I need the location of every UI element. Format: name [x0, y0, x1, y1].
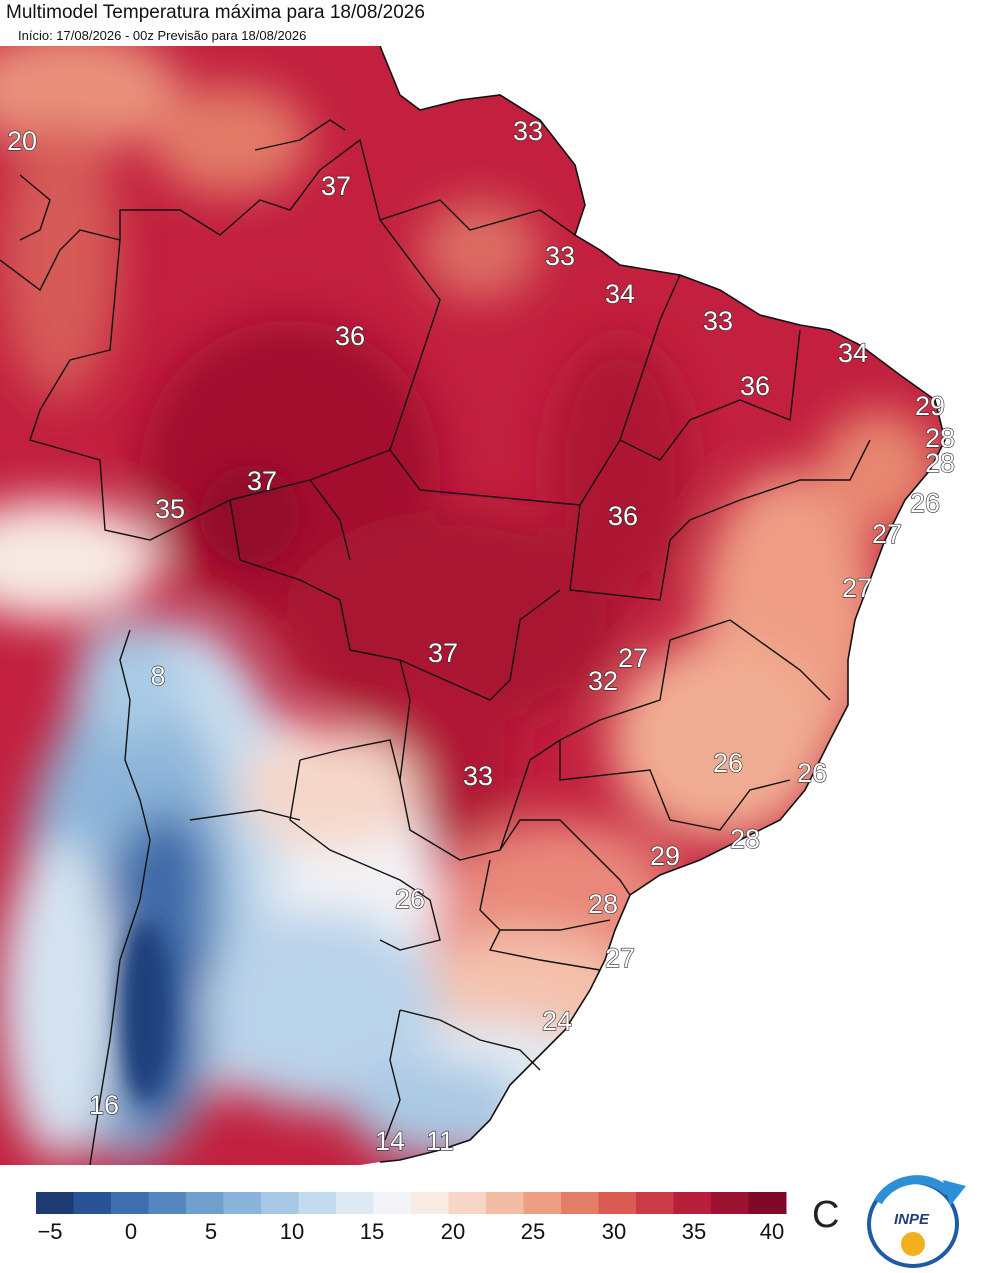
- colorbar-cell: [448, 1192, 487, 1214]
- logo-text: INPE: [894, 1211, 930, 1228]
- colorbar-tick-label: 15: [360, 1219, 384, 1244]
- colorbar-cell: [261, 1192, 299, 1214]
- temperature-label: 33: [703, 306, 733, 336]
- temperature-label: 28: [588, 889, 618, 919]
- colorbar-cell: [748, 1192, 787, 1214]
- temperature-label: 26: [395, 884, 425, 914]
- colorbar-cell: [336, 1192, 374, 1214]
- temperature-label: 33: [545, 241, 575, 271]
- temperature-label: 34: [838, 338, 868, 368]
- colorbar: −5 0 5 10 15 20 25 30 35 40: [36, 1192, 787, 1244]
- borders: [0, 119, 871, 1166]
- temperature-label: 37: [428, 638, 458, 668]
- map-subtitle: Início: 17/08/2026 - 00z Previsão para 1…: [18, 28, 307, 43]
- colorbar-cell: [523, 1192, 562, 1214]
- colorbar-tick-label: 35: [682, 1219, 706, 1244]
- temperature-label: 37: [321, 171, 351, 201]
- map-title: Multimodel Temperatura máxima para 18/08…: [6, 2, 425, 23]
- colorbar-cell: [598, 1192, 637, 1214]
- colorbar-tick-label: 5: [205, 1219, 217, 1244]
- colorbar-cell: [673, 1192, 712, 1214]
- colorbar-cell: [486, 1192, 524, 1214]
- temperature-label: 27: [872, 519, 902, 549]
- colorbar-cell: [111, 1192, 149, 1214]
- temperature-label: 32: [588, 666, 618, 696]
- temperature-label: 26: [910, 488, 940, 518]
- temperature-label: 29: [915, 391, 945, 421]
- temperature-label: 26: [713, 748, 743, 778]
- colorbar-cell: [636, 1192, 674, 1214]
- temperature-label: 36: [335, 321, 365, 351]
- temperature-label: 27: [618, 643, 648, 673]
- colorbar-tick-label: 20: [441, 1219, 465, 1244]
- colorbar-cell: [36, 1192, 74, 1214]
- temperature-label: 29: [650, 841, 680, 871]
- colorbar-cell: [298, 1192, 337, 1214]
- colorbar-tick-label: −5: [37, 1219, 62, 1244]
- temperature-label: 28: [925, 448, 955, 478]
- temperature-label: 28: [730, 824, 760, 854]
- temperature-label: 28: [925, 423, 955, 453]
- temperature-label: 27: [842, 573, 872, 603]
- temperature-label: 26: [797, 758, 827, 788]
- temperature-label: 33: [513, 116, 543, 146]
- colorbar-tick-label: 40: [760, 1219, 784, 1244]
- colorbar-cell: [73, 1192, 112, 1214]
- temperature-label: 16: [89, 1090, 119, 1120]
- colorbar-cell: [148, 1192, 187, 1214]
- temperature-label: 33: [463, 761, 493, 791]
- colorbar-tick-label: 10: [280, 1219, 304, 1244]
- colorbar-tick-label: 25: [521, 1219, 545, 1244]
- colorbar-cell: [561, 1192, 599, 1214]
- colorbar-unit-label: C: [812, 1194, 840, 1236]
- inpe-logo: INPE: [867, 1175, 966, 1268]
- colorbar-cell: [223, 1192, 262, 1214]
- colorbar-cell: [373, 1192, 412, 1214]
- colorbar-cell: [186, 1192, 224, 1214]
- coastline: [379, 46, 946, 1163]
- temperature-label: 35: [155, 494, 185, 524]
- temperature-label: 8: [150, 661, 165, 691]
- colorbar-tick-label: 0: [125, 1219, 137, 1244]
- temperature-label: 36: [608, 501, 638, 531]
- temperature-label: 36: [740, 371, 770, 401]
- temperature-label: 14: [375, 1126, 405, 1156]
- colorbar-cell: [411, 1192, 449, 1214]
- temperature-label: 27: [605, 943, 635, 973]
- temperature-label: 11: [426, 1126, 454, 1156]
- temperature-label: 34: [605, 279, 635, 309]
- temperature-label: 20: [7, 126, 37, 156]
- temperature-label: 24: [542, 1006, 572, 1036]
- colorbar-cell: [711, 1192, 749, 1214]
- colorbar-tick-label: 30: [602, 1219, 626, 1244]
- temperature-label: 37: [247, 466, 277, 496]
